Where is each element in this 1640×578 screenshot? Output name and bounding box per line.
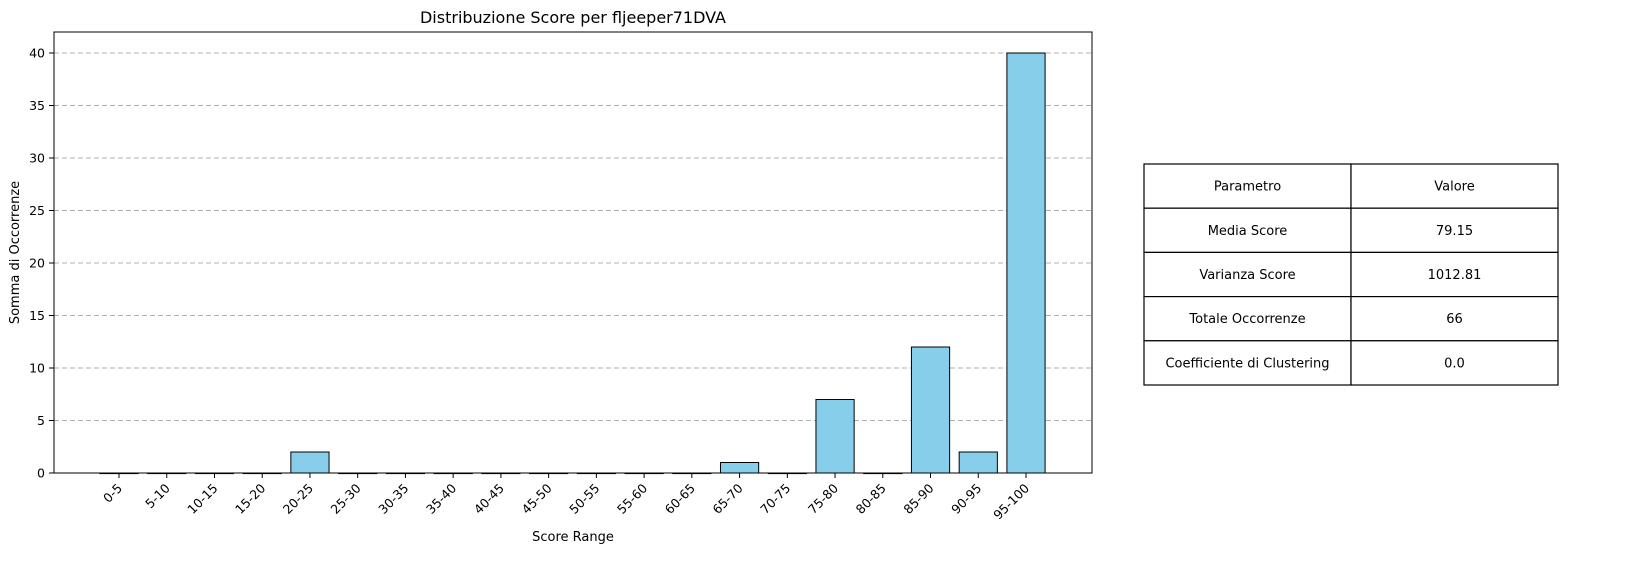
table-header-text: Valore [1434,180,1474,195]
x-tick-label: 20-25 [280,481,316,517]
table-cell [1143,340,1352,386]
table-cell [1143,296,1352,342]
y-tick-label: 5 [37,413,45,428]
table-cell [1143,251,1352,298]
table-cell-text: Varianza Score [1199,268,1295,283]
bar-20-25 [290,451,330,474]
table-header-cell [1350,163,1559,209]
table-cell-text: 79.15 [1436,224,1473,239]
stats-table: Parametro Valore Media Score 79.15 Varianza … [1143,163,1559,386]
x-tick-label: 0-5 [100,481,125,506]
table-cell [1350,207,1559,253]
table-cell [1350,296,1559,342]
y-tick-label: 25 [29,203,45,218]
x-tick-label: 5-10 [142,480,173,511]
bar-90-95 [958,451,998,474]
table-header-cell [1143,163,1352,209]
table-cell [1143,207,1352,253]
x-tick-label: 60-65 [662,481,698,517]
y-tick-label: 40 [29,46,45,61]
y-tick-label: 35 [29,98,45,113]
x-tick-label: 80-85 [853,481,889,517]
table-cell-text: 0.0 [1444,356,1465,371]
x-axis-ticks: 0-5 5-10 10-15 15-20 20-25 25-30 30-35 35-40 40-… [100,473,1032,522]
y-axis-label: Somma di Occorrenze [8,181,23,324]
x-tick-label: 10-15 [184,481,220,517]
table-cell-text: Media Score [1208,224,1288,239]
y-tick-label: 20 [29,256,45,271]
x-tick-label: 40-45 [471,481,507,517]
x-tick-label: 35-40 [423,480,459,516]
x-tick-label: 65-70 [709,480,745,516]
plot-area-frame [53,31,1093,474]
y-tick-label: 0 [37,466,45,481]
table-cell [1350,251,1559,298]
table-header-text: Parametro [1214,180,1281,195]
bar-95-100 [1006,52,1046,474]
table-cell-text: 66 [1446,312,1463,327]
y-tick-label: 10 [29,361,45,376]
x-tick-label: 85-90 [900,480,936,516]
x-axis-label: Score Range [532,530,614,545]
bar-85-90 [910,346,951,474]
y-axis-ticks: 0 5 10 15 20 25 30 35 40 [29,46,54,481]
y-tick-label: 30 [29,151,45,166]
table-cell-text: Totale Occorrenze [1188,312,1305,327]
x-tick-label: 25-30 [328,480,364,516]
x-tick-label: 15-20 [232,480,268,516]
x-tick-label: 30-35 [375,481,411,517]
x-tick-label: 95-100 [990,480,1032,522]
table-cell [1350,340,1559,386]
bar-65-70 [719,462,760,474]
chart-title: Distribuzione Score per fljeeper71DVA [420,8,726,27]
x-tick-label: 45-50 [518,480,554,516]
x-tick-label: 90-95 [948,481,984,517]
bar-75-80 [815,399,855,474]
table-cell-text: Coefficiente di Clustering [1165,356,1329,371]
table-cell-text: 1012.81 [1428,268,1482,283]
x-tick-label: 55-60 [614,480,650,516]
y-tick-label: 15 [29,308,45,323]
x-tick-label: 50-55 [566,481,602,517]
x-tick-label: 75-80 [805,480,841,516]
x-tick-label: 70-75 [757,481,793,517]
